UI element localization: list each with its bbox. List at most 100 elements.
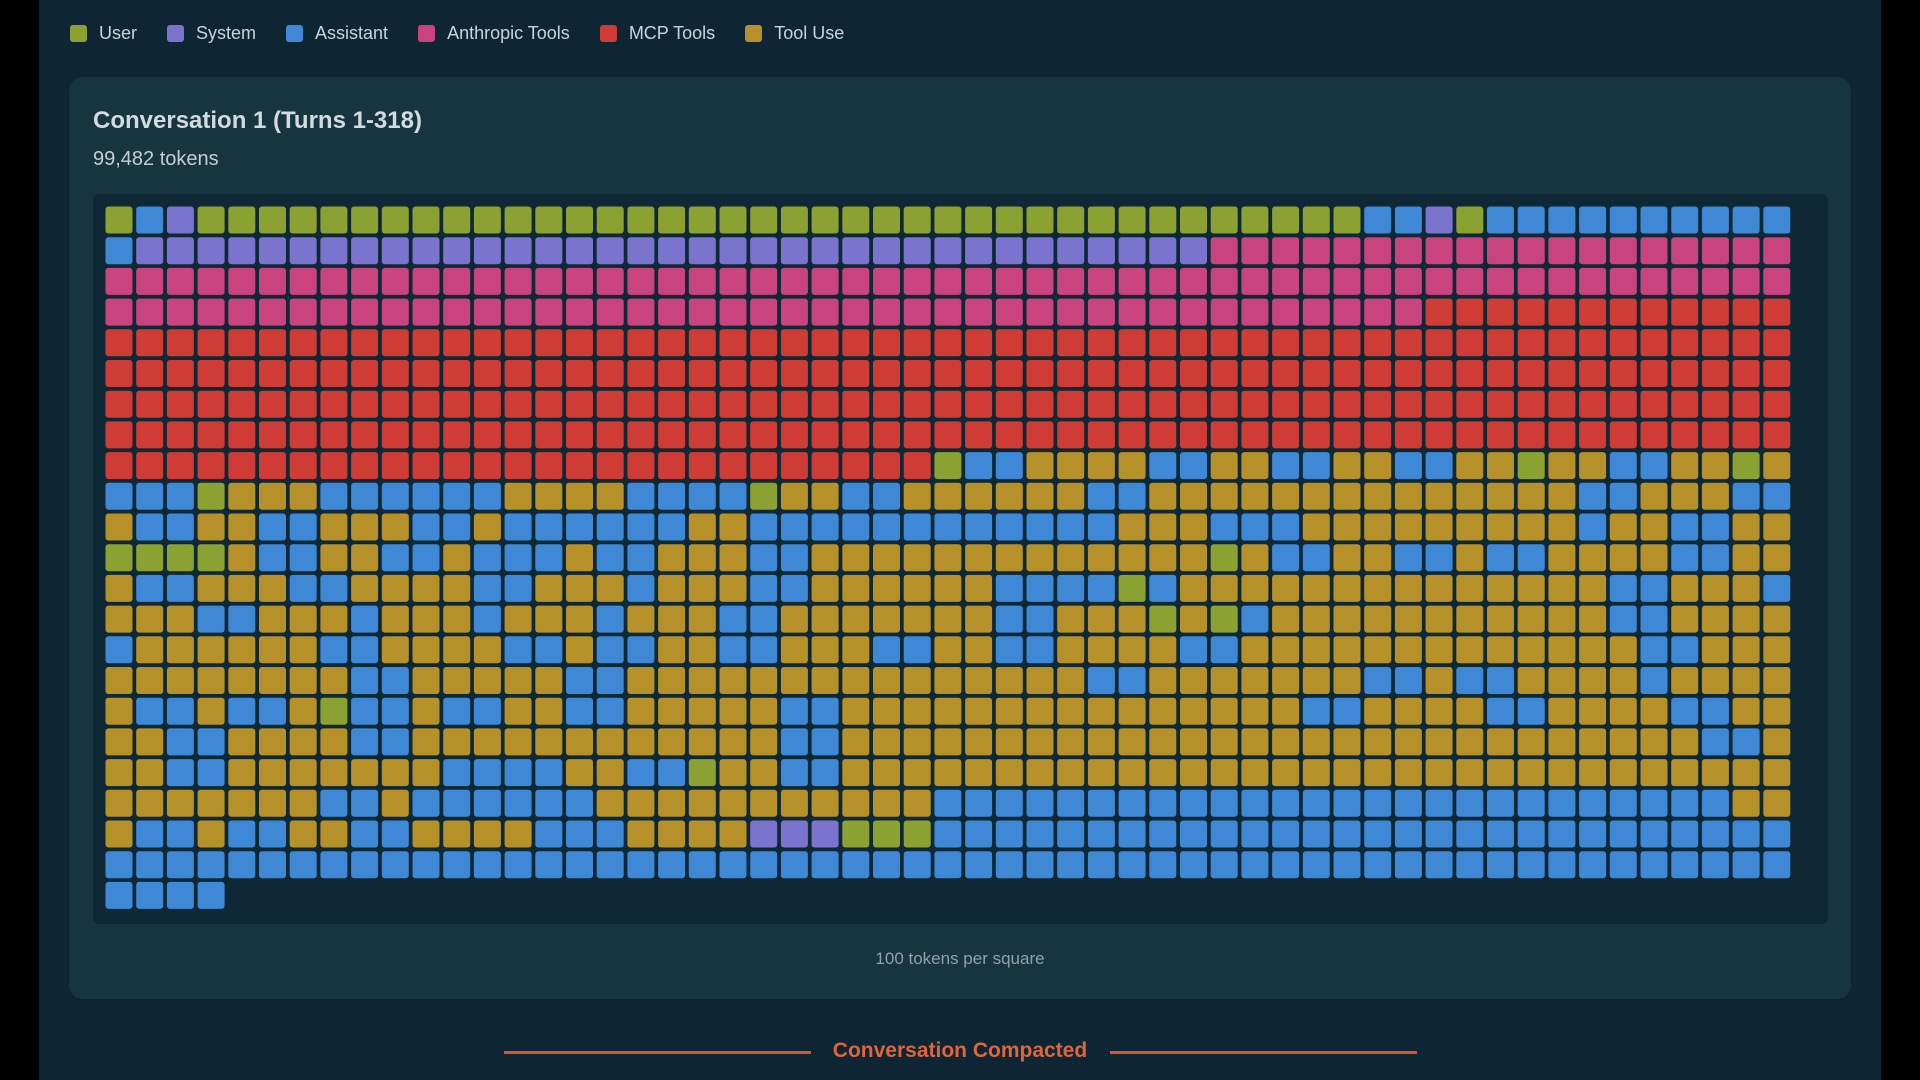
- square-assistant: [811, 697, 839, 725]
- square-assistant: [1241, 851, 1269, 879]
- square-assistant: [1487, 667, 1514, 694]
- square-assistant: [228, 851, 256, 879]
- square-mcp-tools: [473, 360, 501, 387]
- square-tool-use: [627, 605, 655, 633]
- square-user: [658, 206, 686, 234]
- square-mcp-tools: [289, 452, 317, 480]
- square-mcp-tools: [1394, 360, 1422, 387]
- square-tool-use: [688, 697, 716, 725]
- square-assistant: [197, 881, 225, 909]
- square-tool-use: [1517, 636, 1545, 664]
- square-assistant: [1487, 789, 1514, 817]
- square-assistant: [1057, 513, 1085, 541]
- square-tool-use: [228, 482, 256, 510]
- square-mcp-tools: [1517, 421, 1545, 449]
- square-tool-use: [1057, 482, 1085, 510]
- square-tool-use: [228, 667, 256, 694]
- square-tool-use: [105, 728, 133, 756]
- square-user: [1241, 206, 1269, 234]
- square-mcp-tools: [780, 452, 808, 480]
- square-anthropic-tools: [1302, 267, 1330, 295]
- square-mcp-tools: [995, 390, 1023, 418]
- square-assistant: [1640, 574, 1668, 602]
- square-assistant: [166, 513, 194, 541]
- square-assistant: [1026, 851, 1054, 879]
- square-assistant: [995, 605, 1023, 633]
- square-mcp-tools: [903, 452, 931, 480]
- square-mcp-tools: [228, 421, 256, 449]
- square-tool-use: [166, 636, 194, 664]
- square-tool-use: [658, 789, 686, 817]
- square-assistant: [965, 820, 993, 848]
- square-assistant: [1456, 820, 1484, 848]
- square-tool-use: [1609, 513, 1637, 541]
- card-title: Conversation 1 (Turns 1-318): [93, 107, 422, 134]
- square-assistant: [1087, 820, 1115, 848]
- square-mcp-tools: [1394, 329, 1422, 357]
- square-tool-use: [873, 667, 900, 694]
- square-system: [259, 237, 286, 265]
- square-tool-use: [1579, 574, 1607, 602]
- square-anthropic-tools: [1180, 298, 1207, 326]
- square-user: [1210, 544, 1238, 572]
- square-tool-use: [1640, 513, 1668, 541]
- square-tool-use: [688, 513, 716, 541]
- square-user: [136, 544, 164, 572]
- square-assistant: [1180, 452, 1207, 480]
- square-mcp-tools: [1701, 421, 1729, 449]
- square-anthropic-tools: [1548, 237, 1576, 265]
- square-tool-use: [658, 728, 686, 756]
- square-assistant: [1763, 851, 1791, 879]
- square-tool-use: [473, 667, 501, 694]
- square-mcp-tools: [842, 329, 870, 357]
- square-assistant: [136, 206, 164, 234]
- square-anthropic-tools: [1210, 298, 1238, 326]
- square-user: [1272, 206, 1300, 234]
- square-assistant: [1364, 851, 1392, 879]
- square-tool-use: [1425, 697, 1453, 725]
- square-assistant: [136, 697, 164, 725]
- square-tool-use: [688, 728, 716, 756]
- square-assistant: [1057, 574, 1085, 602]
- square-anthropic-tools: [320, 298, 348, 326]
- square-mcp-tools: [1517, 329, 1545, 357]
- waffle-chart: [105, 206, 1791, 909]
- square-assistant: [1302, 697, 1330, 725]
- square-assistant: [259, 544, 286, 572]
- square-assistant: [780, 728, 808, 756]
- square-mcp-tools: [1763, 329, 1791, 357]
- square-anthropic-tools: [566, 298, 593, 326]
- square-assistant: [688, 482, 716, 510]
- square-mcp-tools: [719, 360, 747, 387]
- token-count: 99,482 tokens: [93, 148, 219, 170]
- square-system: [719, 237, 747, 265]
- square-user: [351, 206, 379, 234]
- square-tool-use: [627, 789, 655, 817]
- square-tool-use: [842, 728, 870, 756]
- square-assistant: [965, 789, 993, 817]
- square-mcp-tools: [1579, 360, 1607, 387]
- square-tool-use: [1302, 636, 1330, 664]
- square-user: [228, 206, 256, 234]
- square-tool-use: [842, 667, 870, 694]
- square-mcp-tools: [566, 421, 593, 449]
- square-tool-use: [1548, 728, 1576, 756]
- square-tool-use: [1763, 759, 1791, 787]
- square-assistant: [1548, 789, 1576, 817]
- square-assistant: [780, 851, 808, 879]
- square-tool-use: [1548, 636, 1576, 664]
- square-assistant: [596, 605, 624, 633]
- square-tool-use: [1456, 697, 1484, 725]
- square-tool-use: [289, 605, 317, 633]
- square-mcp-tools: [320, 329, 348, 357]
- square-mcp-tools: [473, 421, 501, 449]
- square-tool-use: [903, 605, 931, 633]
- square-tool-use: [934, 605, 962, 633]
- square-tool-use: [1180, 759, 1207, 787]
- legend-label: Assistant: [315, 22, 389, 43]
- square-tool-use: [1149, 667, 1177, 694]
- square-assistant: [750, 574, 778, 602]
- waffle-panel: [93, 194, 1828, 924]
- square-mcp-tools: [1671, 390, 1699, 418]
- square-anthropic-tools: [627, 267, 655, 295]
